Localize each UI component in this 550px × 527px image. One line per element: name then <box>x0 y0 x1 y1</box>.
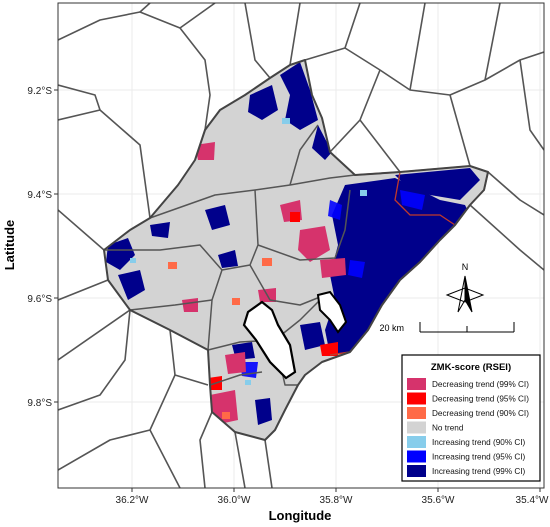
x-tick-label: 36.2°W <box>116 495 149 506</box>
inner-red-boundary <box>394 171 456 226</box>
legend-label: Increasing trend (90% CI) <box>432 438 526 447</box>
neighbor-boundaries <box>58 3 544 488</box>
scale-bar: 20 km <box>379 322 515 333</box>
legend-label: No trend <box>432 424 464 433</box>
legend-swatch <box>407 436 426 448</box>
y-tick-label: 9.6°S <box>27 294 52 305</box>
scale-bar-label: 20 km <box>379 323 404 333</box>
y-tick-label: 9.4°S <box>27 190 52 201</box>
y-tick-label: 9.8°S <box>27 398 52 409</box>
legend-label: Increasing trend (99% CI) <box>432 467 526 476</box>
x-tick-label: 35.4°W <box>516 495 549 506</box>
study-area-outline <box>103 59 489 441</box>
legend-label: Decreasing trend (95% CI) <box>432 395 529 404</box>
y-tick-label: 9.2°S <box>27 86 52 97</box>
legend-title: ZMK-score (RSEI) <box>431 362 511 373</box>
lagoon-mundau <box>242 300 297 380</box>
x-tick-label: 35.8°W <box>320 495 353 506</box>
legend-swatch <box>407 465 426 477</box>
legend-swatch <box>407 450 426 463</box>
north-arrow-label: N <box>462 262 469 272</box>
legend-label: Decreasing trend (90% CI) <box>432 409 529 418</box>
x-tick-label: 35.6°W <box>422 495 455 506</box>
legend-label: Increasing trend (95% CI) <box>432 453 526 462</box>
panel-frame <box>57 2 545 489</box>
x-tick-label: 36.0°W <box>218 495 251 506</box>
north-arrow: N <box>445 262 485 313</box>
legend-swatch <box>407 392 426 405</box>
legend-swatch <box>407 378 426 390</box>
legend-label: Decreasing trend (99% CI) <box>432 380 529 389</box>
legend: ZMK-score (RSEI) Decreasing trend (99% C… <box>401 354 541 482</box>
legend-swatch <box>407 421 426 434</box>
y-axis-title: Latitude <box>2 220 17 271</box>
axis-ticks <box>54 89 541 492</box>
lagoon-manguaba <box>316 290 348 334</box>
legend-swatch <box>407 407 426 419</box>
x-axis-title: Longitude <box>269 508 332 523</box>
